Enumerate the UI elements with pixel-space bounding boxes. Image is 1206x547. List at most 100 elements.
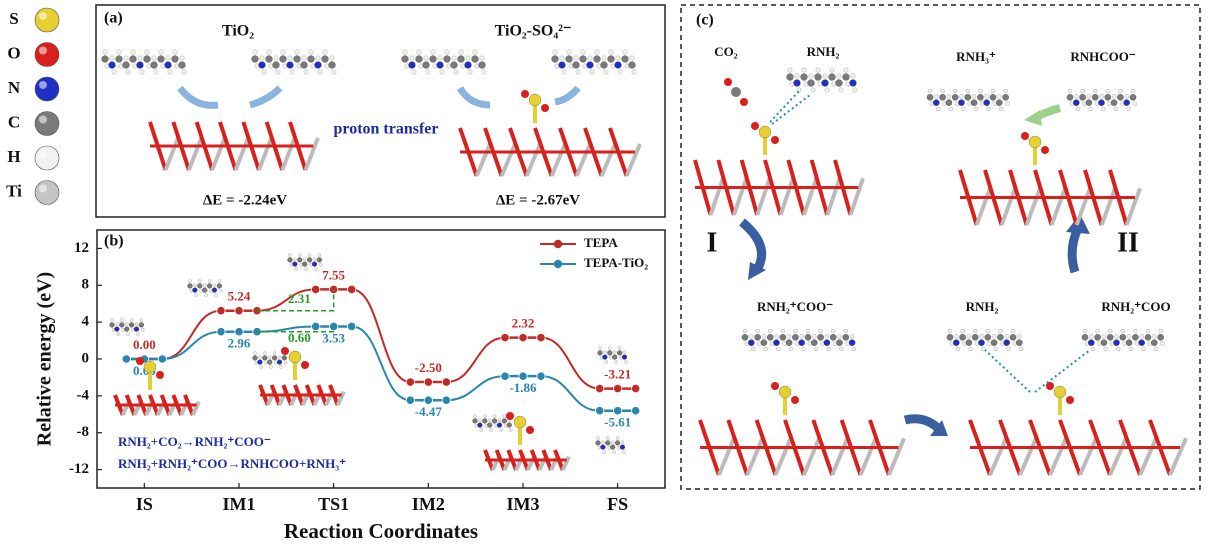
value-label: 5.24 <box>228 289 251 304</box>
atom-h <box>134 322 139 326</box>
atom <box>138 322 144 328</box>
atom <box>267 359 273 365</box>
bond <box>524 143 542 177</box>
atom-h <box>965 88 970 94</box>
atom-h <box>1005 101 1010 106</box>
atom-swatch <box>34 180 60 205</box>
y-axis-label: Relative energy (eV) <box>34 272 56 446</box>
atom-h <box>437 55 443 61</box>
atom-h <box>755 328 760 334</box>
atom-h <box>253 351 257 355</box>
atom-h <box>158 49 164 55</box>
atom-h <box>194 293 199 297</box>
atom-o <box>771 382 779 390</box>
panel-a-frame <box>95 4 666 218</box>
atom-h <box>279 365 283 369</box>
atom-s <box>778 385 792 399</box>
atom-h <box>1130 88 1136 94</box>
atom-h <box>1004 334 1009 339</box>
atom <box>964 94 972 101</box>
h-bond <box>769 89 811 125</box>
atom-h <box>837 334 842 339</box>
atom <box>300 61 308 69</box>
atom <box>422 61 430 69</box>
atom <box>978 339 985 346</box>
atom <box>621 55 629 63</box>
atom <box>211 287 218 293</box>
atom-h <box>102 49 108 55</box>
legend-marker <box>553 259 563 269</box>
atom-h <box>1090 346 1096 352</box>
bond <box>1048 437 1068 476</box>
arrow <box>903 414 944 434</box>
atom-h <box>267 355 272 359</box>
atom-h <box>1158 328 1163 334</box>
step-label: I <box>707 227 718 258</box>
atom-h <box>843 328 848 334</box>
atom <box>997 334 1004 341</box>
atom-h <box>839 346 844 352</box>
atom <box>487 422 493 428</box>
bond <box>187 137 204 171</box>
atom-h <box>489 428 493 432</box>
atom <box>953 339 960 346</box>
atom-h <box>776 346 781 352</box>
atom <box>785 339 793 346</box>
atom <box>951 94 959 101</box>
atom <box>597 350 603 356</box>
atom-h <box>971 94 977 99</box>
atom-h <box>252 49 258 55</box>
atom <box>760 339 768 346</box>
atom <box>842 73 850 81</box>
atom <box>607 350 613 356</box>
energy-label: ΔE = -2.67eV <box>496 192 580 208</box>
atom-h <box>126 332 130 336</box>
atom-h <box>824 334 830 339</box>
atom <box>328 61 336 69</box>
atom-h <box>1099 94 1104 99</box>
atom-highlight <box>39 81 47 89</box>
atom-s <box>528 93 542 107</box>
atom <box>766 334 774 341</box>
atom <box>835 79 843 87</box>
atom-s <box>1028 135 1042 149</box>
bond <box>474 143 492 177</box>
atom-h <box>273 55 279 61</box>
atom <box>415 55 423 63</box>
atom-h <box>603 350 607 354</box>
atom <box>302 261 308 267</box>
atom <box>605 440 611 446</box>
atom-h <box>165 55 171 61</box>
atom <box>129 55 137 63</box>
atom <box>615 440 621 446</box>
atom-h <box>151 55 157 61</box>
y-tick-label: -4 <box>77 387 90 403</box>
atom-h <box>294 49 300 55</box>
atom-o <box>541 104 549 112</box>
energy-point <box>423 377 433 387</box>
connector <box>162 309 222 360</box>
atom-h <box>966 334 972 339</box>
atom <box>600 444 606 450</box>
atom-h <box>801 67 807 73</box>
atom-h <box>111 69 117 75</box>
atom <box>143 55 151 63</box>
atom-o <box>1041 146 1049 154</box>
atom-h <box>812 334 817 339</box>
atom-h <box>603 69 609 75</box>
atom-h <box>981 346 986 352</box>
atom-h <box>1093 88 1098 94</box>
atom <box>1123 99 1130 106</box>
atom-h <box>280 49 286 55</box>
atom-h <box>622 450 626 454</box>
bond <box>549 143 567 177</box>
atom-h <box>960 328 965 334</box>
arrow <box>456 86 491 109</box>
atom-h <box>959 94 964 99</box>
atom-h <box>303 69 309 75</box>
atom-h <box>1086 94 1092 99</box>
atom <box>1088 339 1095 346</box>
atom-h <box>1120 328 1125 334</box>
atom-h <box>813 346 819 352</box>
atom <box>251 55 259 63</box>
